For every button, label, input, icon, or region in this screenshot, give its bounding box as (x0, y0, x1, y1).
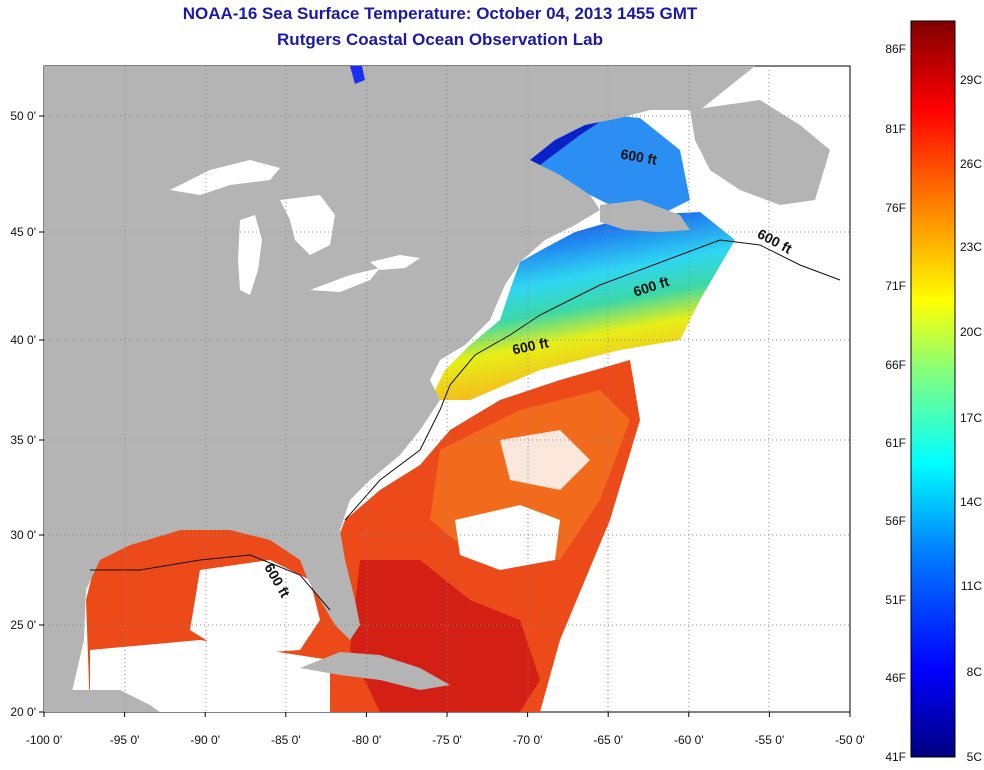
colorbar-c-label: 14C (960, 495, 982, 509)
land-cuba (300, 652, 450, 690)
y-tick-label: 35 0' (10, 433, 36, 447)
colorbar-f-label: 86F (885, 42, 906, 56)
y-axis: 20 0' 25 0' 30 0' 35 0' 40 0' 45 0' 50 0' (10, 109, 44, 719)
colorbar-fahrenheit-labels: 86F 81F 76F 71F 66F 61F 56F 51F 46F 41F (885, 42, 906, 764)
chart-subtitle: Rutgers Coastal Ocean Observation Lab (277, 30, 603, 49)
colorbar-c-label: 29C (960, 73, 982, 87)
lake-winnipeg-dot (350, 66, 365, 84)
colorbar-f-label: 81F (885, 122, 906, 136)
x-tick-label: -65 0' (593, 733, 623, 747)
colorbar-f-label: 41F (885, 750, 906, 764)
cloud-gulf-south (90, 640, 330, 712)
colorbar-c-label: 23C (960, 240, 982, 254)
land-yucatan (44, 690, 160, 712)
land-florida (300, 555, 360, 640)
colorbar-c-label: 20C (960, 325, 982, 339)
colorbar (910, 20, 956, 758)
colorbar-c-label: 17C (960, 411, 982, 425)
x-tick-label: -70 0' (513, 733, 543, 747)
colorbar-f-label: 56F (885, 514, 906, 528)
colorbar-celsius-labels: 29C 26C 23C 20C 17C 14C 11C 8C 5C (960, 73, 982, 764)
cloud-sargasso (500, 430, 590, 490)
x-tick-label: -55 0' (755, 733, 785, 747)
colorbar-c-label: 11C (961, 579, 982, 593)
land-north-america (44, 66, 755, 712)
colorbar-c-label: 5C (967, 750, 983, 764)
x-tick-label: -50 0' (835, 733, 865, 747)
x-tick-label: -75 0' (432, 733, 462, 747)
colorbar-f-label: 46F (885, 671, 906, 685)
colorbar-c-label: 26C (960, 157, 982, 171)
lake-ontario (370, 255, 420, 270)
contour-label-midatlantic: 600 ft (511, 334, 550, 357)
land-nova-scotia (600, 200, 690, 232)
y-tick-label: 40 0' (10, 333, 36, 347)
sst-swath-north (430, 212, 735, 400)
x-tick-label: -80 0' (352, 733, 382, 747)
cloud-gulf (190, 560, 320, 655)
land-newfoundland (690, 100, 830, 205)
y-tick-label: 25 0' (10, 618, 36, 632)
lake-michigan (238, 215, 262, 295)
colorbar-f-label: 66F (885, 358, 906, 372)
sst-st-lawrence-river (525, 110, 615, 165)
y-tick-label: 20 0' (10, 705, 36, 719)
cloud-atlantic (455, 505, 560, 570)
x-tick-label: -60 0' (674, 733, 704, 747)
x-tick-label: -85 0' (271, 733, 301, 747)
lake-huron (280, 195, 335, 255)
x-tick-label: -100 0' (26, 733, 62, 747)
colorbar-f-label: 71F (885, 279, 906, 293)
y-tick-label: 30 0' (10, 528, 36, 542)
colorbar-c-label: 8C (967, 665, 983, 679)
y-tick-label: 45 0' (10, 225, 36, 239)
y-tick-label: 50 0' (10, 109, 36, 123)
contour-label-gulf-maine: 600 ft (619, 146, 658, 168)
chart-title: NOAA-16 Sea Surface Temperature: October… (182, 4, 698, 23)
lake-superior (170, 160, 280, 195)
colorbar-f-label: 61F (885, 436, 906, 450)
colorbar-f-label: 76F (885, 201, 906, 215)
x-tick-label: -95 0' (110, 733, 140, 747)
colorbar-f-label: 51F (885, 593, 906, 607)
lake-erie (310, 268, 380, 292)
isobath-600ft (90, 239, 841, 611)
x-tick-label: -90 0' (190, 733, 220, 747)
x-axis: -100 0' -95 0' -90 0' -85 0' -80 0' -75 0' -70… (26, 712, 865, 747)
